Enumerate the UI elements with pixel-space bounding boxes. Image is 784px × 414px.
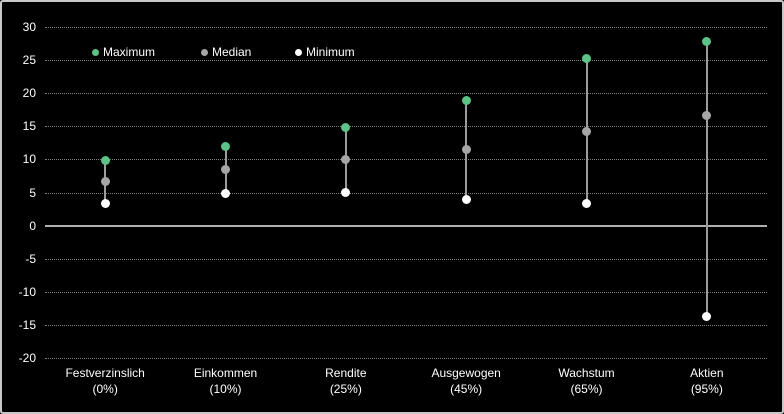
minimum-point-aktien [702, 312, 712, 322]
minimum-point-wachstum [582, 199, 591, 209]
maximum-point-festverzinslich [100, 155, 110, 165]
category-name: Wachstum [558, 366, 615, 380]
minimum-point-einkommen [221, 188, 230, 198]
category-name: Aktien [690, 366, 724, 380]
gridline-y-15 [45, 126, 767, 128]
category-name: Ausgewogen [431, 366, 501, 380]
category-allocation: (10%) [209, 382, 242, 396]
gridline-y-30 [45, 27, 767, 28]
maximum-point-rendite [341, 123, 351, 133]
gridline-y--15 [45, 324, 767, 326]
x-axis-label-wachstum: Wachstum (65%) [507, 365, 667, 397]
median-point-einkommen [221, 165, 230, 175]
category-allocation: (95%) [690, 382, 723, 396]
legend-maximum-label: Maximum [103, 45, 156, 59]
median-point-rendite [341, 154, 351, 164]
x-axis-label-festverzinslich: Festverzinslich (0%) [25, 365, 185, 397]
gridline-y--20 [45, 358, 767, 359]
zero-axis-line [45, 224, 767, 227]
median-point-wachstum [582, 127, 591, 137]
legend-minimum-dot-icon [295, 48, 302, 56]
legend-item-maximum: Maximum [92, 45, 155, 59]
y-axis-tick-label: -5 [25, 251, 36, 266]
y-axis-tick-label: 5 [29, 185, 36, 200]
legend-median-dot-icon [201, 48, 208, 56]
legend-minimum-label: Minimum [306, 45, 355, 59]
x-axis-label-aktien: Aktien (95%) [627, 365, 782, 397]
range-line-aktien [705, 41, 708, 317]
category-allocation: (25%) [329, 382, 362, 396]
y-axis-tick-label: 0 [29, 218, 36, 233]
maximum-point-aktien [702, 37, 712, 47]
legend-item-minimum: Minimum [295, 45, 355, 59]
gridline-y-5 [45, 192, 767, 194]
gridline-y--5 [45, 258, 767, 260]
minimum-point-rendite [341, 188, 351, 197]
x-axis-label-rendite: Rendite (25%) [266, 365, 426, 397]
category-name: Einkommen [193, 366, 258, 380]
maximum-point-wachstum [582, 54, 591, 64]
category-allocation: (0%) [92, 382, 118, 396]
legend-item-median: Median [201, 45, 251, 59]
median-point-festverzinslich [100, 176, 110, 186]
y-axis-tick-label: -15 [18, 317, 36, 332]
median-point-aktien [702, 111, 712, 121]
category-allocation: (65%) [570, 382, 603, 396]
minimum-point-festverzinslich [100, 199, 110, 209]
minimum-point-ausgewogen [461, 194, 471, 204]
y-axis-tick-label: 20 [22, 86, 36, 101]
gridline-y--10 [45, 291, 767, 293]
legend-maximum-dot-icon [92, 48, 99, 56]
y-axis-tick-label: 15 [22, 119, 36, 134]
y-axis-tick-label: -10 [18, 284, 36, 299]
x-axis-label-ausgewogen: Ausgewogen (45%) [386, 365, 546, 397]
category-allocation: (45%) [450, 382, 483, 396]
gridline-y-10 [45, 159, 767, 161]
maximum-point-ausgewogen [461, 95, 471, 105]
gridline-y-20 [45, 93, 767, 95]
category-name: Rendite [325, 366, 367, 380]
y-axis-tick-label: 30 [22, 20, 36, 34]
y-axis-tick-label: -20 [18, 351, 36, 365]
y-axis-tick-label: 10 [22, 152, 36, 167]
legend-median-label: Median [212, 45, 252, 59]
x-axis-label-einkommen: Einkommen (10%) [146, 365, 306, 397]
gridline-y-25 [45, 60, 767, 62]
category-name: Festverzinslich [65, 366, 145, 380]
y-axis-tick-label: 25 [22, 53, 36, 68]
maximum-point-einkommen [221, 142, 230, 152]
median-point-ausgewogen [461, 144, 471, 154]
